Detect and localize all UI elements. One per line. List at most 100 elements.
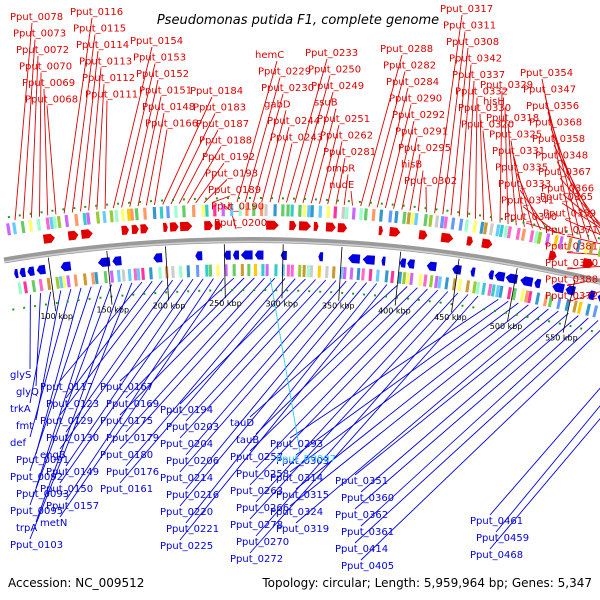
forward-connector — [178, 129, 219, 204]
reverse-gene-label: Pput_0220 — [160, 507, 213, 518]
forward-connector — [294, 75, 331, 203]
forward-gene-label: Pput_0244 — [267, 116, 320, 127]
reverse-gene-label: Pput_0278 — [230, 520, 283, 531]
forward-gene-label: Pput_0187 — [196, 119, 249, 130]
reverse-connector — [255, 286, 408, 435]
forward-gene-label: Pput_0166 — [145, 119, 198, 130]
forward-gene-label: Pput_0368 — [529, 118, 582, 129]
reverse-gene-arrow — [233, 250, 239, 260]
forward-category-bar — [326, 205, 331, 219]
reverse-gene-label: Pput_0315 — [276, 490, 329, 501]
reverse-category-bar — [82, 273, 88, 286]
reverse-category-bar — [390, 270, 395, 284]
reverse-connector — [59, 277, 225, 518]
forward-gene-label: Pput_0371 — [545, 225, 598, 236]
reverse-gene-label: trkA — [10, 404, 31, 415]
forward-gene-arrow — [140, 224, 149, 234]
forward-category-bar — [558, 236, 564, 249]
forward-gene-label: ompR — [326, 164, 355, 175]
forward-gene-label: Pput_0073 — [13, 29, 66, 40]
forward-gene-label: Pput_0068 — [25, 95, 78, 106]
forward-gene-arrow — [466, 236, 473, 246]
forward-connector — [566, 278, 600, 286]
forward-gene-label: Pput_0325 — [489, 130, 542, 141]
reverse-gene-label: fmt — [16, 421, 33, 432]
forward-connector — [360, 54, 403, 207]
forward-gene-label: Pput_0311 — [443, 21, 496, 32]
forward-category-bar — [12, 222, 17, 235]
reverse-gene-arrow — [36, 264, 46, 275]
forward-connector — [170, 113, 216, 205]
reverse-category-bar — [534, 292, 541, 305]
forward-gene-label: Pput_0112 — [82, 73, 135, 84]
reverse-gene-arrow — [407, 259, 415, 269]
forward-category-bar — [134, 208, 139, 221]
reverse-gene-label: glyQ — [16, 387, 39, 398]
forward-gene-label: Pput_0331 — [492, 146, 545, 157]
reverse-gene-arrow — [597, 294, 600, 302]
forward-gene-arrow — [214, 220, 222, 230]
accession-text: Accession: NC_009512 — [8, 576, 144, 590]
forward-gene-arrow — [179, 221, 193, 232]
forward-connector — [129, 79, 159, 207]
reverse-gene-label: Pput_0270 — [236, 537, 289, 548]
forward-category-bar — [143, 207, 147, 220]
reverse-connector — [119, 277, 235, 382]
reverse-gene-label: Pput_0272 — [230, 554, 283, 565]
reverse-gene-arrow — [534, 278, 542, 289]
forward-connector — [46, 105, 57, 215]
forward-gene-arrow — [337, 223, 348, 233]
reverse-category-bar — [592, 305, 599, 318]
forward-category-bar — [536, 231, 543, 244]
reverse-category-bar — [564, 298, 571, 312]
reverse-category-bar — [361, 268, 365, 281]
reverse-connector — [185, 279, 316, 422]
forward-connector — [384, 104, 412, 209]
reverse-connector — [489, 418, 600, 550]
forward-connector — [137, 96, 162, 207]
backbone-highlight — [4, 240, 600, 285]
reverse-connector — [65, 279, 173, 433]
forward-connector — [482, 130, 493, 222]
forward-connector — [566, 265, 600, 270]
forward-category-bar — [479, 221, 485, 234]
forward-connector — [319, 124, 340, 204]
reverse-gene-arrow — [552, 282, 565, 294]
forward-gene-arrow — [169, 222, 179, 232]
reverse-gene-label: Pput_0150 — [40, 484, 93, 495]
forward-gene-label: Pput_0152 — [136, 69, 189, 80]
forward-gene-label: Pput_0308 — [446, 37, 499, 48]
forward-gene-label: Pput_0358 — [532, 134, 585, 145]
forward-connector — [302, 91, 334, 204]
forward-category-bar — [152, 206, 157, 220]
reverse-gene-arrow — [14, 268, 19, 279]
reverse-category-bar — [384, 270, 389, 283]
forward-category-bar — [533, 231, 539, 244]
kbp-tick-label: 300 kbp — [265, 299, 298, 308]
forward-connector — [450, 47, 469, 216]
forward-gene-label: Pput_0281 — [323, 147, 376, 158]
forward-category-bar — [351, 207, 356, 220]
reverse-category-bar — [542, 294, 549, 307]
forward-category-bar — [159, 206, 164, 219]
forward-connector — [522, 206, 558, 234]
forward-gene-label: Pput_0184 — [190, 86, 243, 97]
reverse-category-bar — [405, 272, 411, 285]
kbp-tick-label: 250 kbp — [209, 299, 242, 308]
forward-connector — [96, 83, 105, 210]
reverse-connector — [255, 294, 469, 537]
forward-connector — [516, 173, 542, 231]
forward-connector — [544, 95, 582, 239]
forward-connector — [63, 17, 93, 214]
forward-gene-label: Pput_0113 — [79, 57, 132, 68]
forward-gene-arrow — [298, 221, 311, 231]
reverse-connector — [249, 292, 459, 520]
forward-category-bar — [114, 209, 119, 222]
forward-connector — [22, 39, 36, 219]
forward-connector — [187, 146, 222, 204]
forward-category-bar — [379, 209, 384, 222]
reverse-category-bar — [149, 267, 153, 280]
forward-category-bar — [290, 204, 294, 217]
forward-category-bar — [428, 214, 433, 227]
forward-connector — [564, 219, 600, 236]
